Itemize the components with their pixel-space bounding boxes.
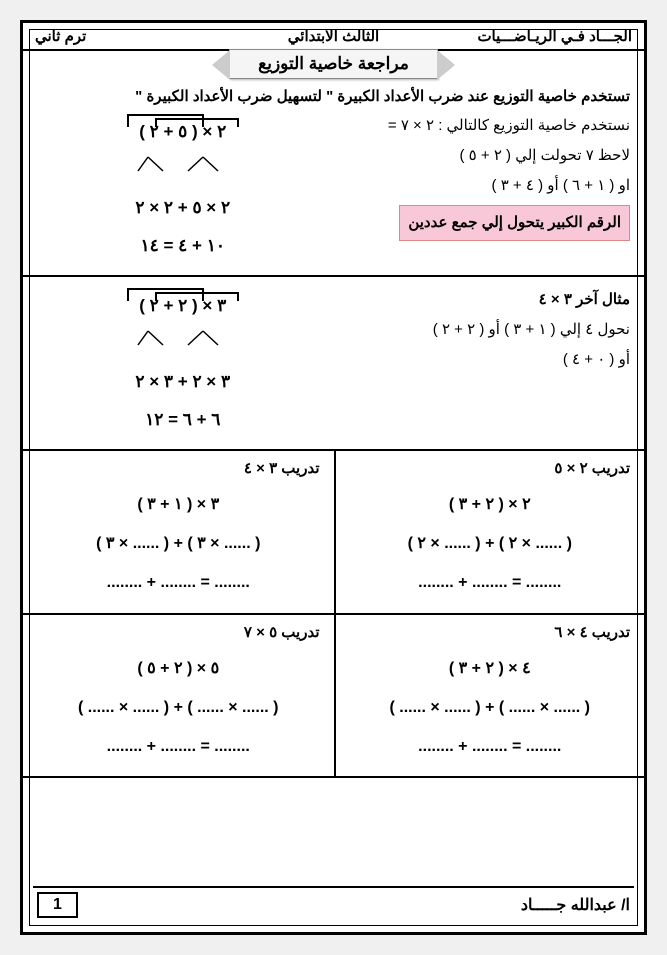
s1-arrows [37, 153, 329, 187]
arrows-icon [108, 155, 258, 175]
exercise-row-1: تدريب ٢ × ٥ ٢ × ( ٢ + ٣ ) ( ٢ × ...... )… [23, 451, 644, 615]
exercise-row-2: تدريب ٤ × ٦ ٤ × ( ٢ + ٣ ) ( ...... × ...… [23, 615, 644, 779]
ex5-l2: ( ...... × ...... ) + ( ...... × ...... … [37, 690, 320, 725]
header-left: ترم ثاني [35, 27, 234, 45]
page-number: 1 [37, 892, 78, 918]
ex4-l3: ........ + ........ = ........ [350, 729, 631, 764]
ex5-title: تدريب ٥ × ٧ [37, 623, 320, 641]
exercise-2: تدريب ٢ × ٥ ٢ × ( ٢ + ٣ ) ( ٢ × ...... )… [334, 451, 645, 615]
ex2-title: تدريب ٢ × ٥ [350, 459, 631, 477]
s1-math3: ١٠ + ٤ = ١٤ [37, 229, 329, 263]
ex2-l1: ٢ × ( ٢ + ٣ ) [350, 487, 631, 522]
s2-arrows [37, 327, 329, 361]
ex5-l1: ٥ × ( ٢ + ٥ ) [37, 651, 320, 686]
banner-wrap: مراجعة خاصية التوزيع [23, 49, 644, 79]
ex2-l2: ( ٢ × ...... ) + ( ٢ × ...... ) [350, 526, 631, 561]
ex4-title: تدريب ٤ × ٦ [350, 623, 631, 641]
ex5-l3: ........ + ........ = ........ [37, 729, 320, 764]
section1-text-col: نستخدم خاصية التوزيع كالتالي : ٢ × ٧ = ل… [339, 111, 631, 267]
section2-math-col: ٣ × ( ٢ + ٢ ) ٣ × ٢ + ٣ × ٢ ٦ + ٦ = ١٢ [37, 285, 329, 441]
ex3-l2: ( ٣ × ...... ) + ( ٣ × ...... ) [37, 526, 320, 561]
bracket-icon [108, 285, 258, 303]
page-footer: ا/ عبدالله جـــــاد 1 [37, 892, 630, 918]
s2-math2: ٣ × ٢ + ٣ × ٢ [37, 365, 329, 399]
header-center: الثالث الابتدائي [234, 27, 433, 45]
section2-text-col: مثال آخر ٣ × ٤ نحول ٤ إلي ( ١ + ٣ ) أو (… [339, 285, 631, 441]
ex3-l3: ........ + ........ = ........ [37, 565, 320, 600]
title-banner: مراجعة خاصية التوزيع [229, 49, 438, 79]
section-2: مثال آخر ٣ × ٤ نحول ٤ إلي ( ١ + ٣ ) أو (… [23, 277, 644, 451]
ex2-l3: ........ + ........ = ........ [350, 565, 631, 600]
intro-text: تستخدم خاصية التوزيع عند ضرب الأعداد الك… [37, 87, 630, 105]
ex3-l1: ٣ × ( ١ + ٣ ) [37, 487, 320, 522]
exercise-4: تدريب ٤ × ٦ ٤ × ( ٢ + ٣ ) ( ...... × ...… [334, 615, 645, 779]
arrows-icon [108, 329, 258, 349]
highlight-note: الرقم الكبير يتحول إلي جمع عددين [399, 205, 630, 241]
exercise-5: تدريب ٥ × ٧ ٥ × ( ٢ + ٥ ) ( ...... × ...… [23, 615, 334, 779]
exercise-3: تدريب ٣ × ٤ ٣ × ( ١ + ٣ ) ( ٣ × ...... )… [23, 451, 334, 615]
s2-math3: ٦ + ٦ = ١٢ [37, 403, 329, 437]
s2-title: مثال آخر ٣ × ٤ [339, 285, 631, 315]
section-1: تستخدم خاصية التوزيع عند ضرب الأعداد الك… [23, 79, 644, 277]
ex3-title: تدريب ٣ × ٤ [37, 459, 320, 477]
footer-divider [33, 886, 634, 888]
s1-line3: او ( ١ + ٦ ) أو ( ٤ + ٣ ) [339, 171, 631, 201]
ex4-l1: ٤ × ( ٢ + ٣ ) [350, 651, 631, 686]
author-name: ا/ عبدالله جـــــاد [521, 895, 630, 915]
content: تستخدم خاصية التوزيع عند ضرب الأعداد الك… [23, 79, 644, 778]
s2-line2: أو ( ٠ + ٤ ) [339, 345, 631, 375]
worksheet-page: الجـــاد فـي الريـاضـــيات الثالث الابتد… [20, 20, 647, 935]
header-right: الجـــاد فـي الريـاضـــيات [433, 27, 632, 45]
s2-line1: نحول ٤ إلي ( ١ + ٣ ) أو ( ٢ + ٢ ) [339, 315, 631, 345]
section1-math-col: ٢ × ( ٥ + ٢ ) ٢ × ٥ + ٢ × ٢ ١٠ + ٤ = ١٤ [37, 111, 329, 267]
ex4-l2: ( ...... × ...... ) + ( ...... × ...... … [350, 690, 631, 725]
page-header: الجـــاد فـي الريـاضـــيات الثالث الابتد… [23, 23, 644, 51]
s1-line2: لاحظ ٧ تحولت إلي ( ٢ + ٥ ) [339, 141, 631, 171]
s1-math2: ٢ × ٥ + ٢ × ٢ [37, 191, 329, 225]
s1-line1: نستخدم خاصية التوزيع كالتالي : ٢ × ٧ = [339, 111, 631, 141]
bracket-icon [108, 111, 258, 129]
